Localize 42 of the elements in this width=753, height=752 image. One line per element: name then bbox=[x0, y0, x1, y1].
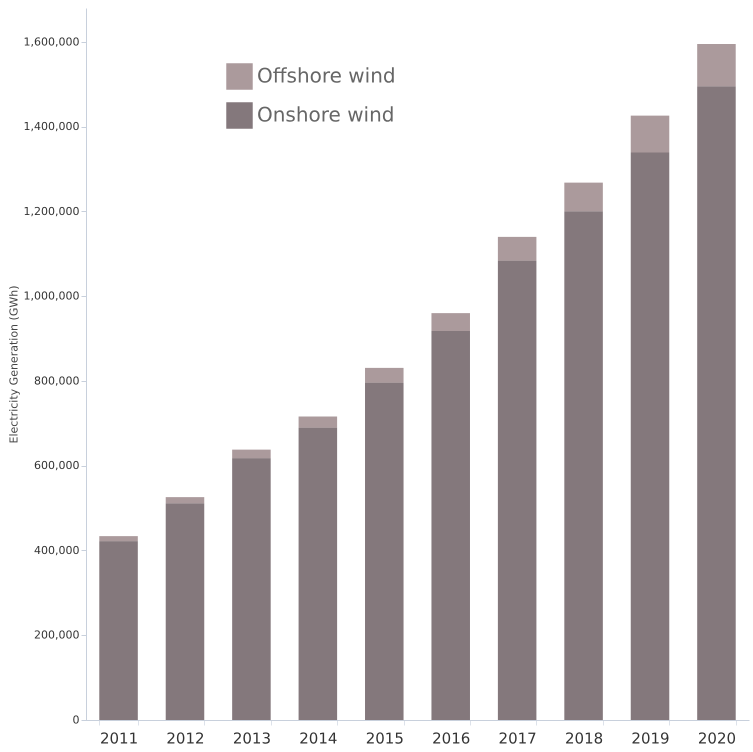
bar bbox=[564, 182, 603, 212]
bar bbox=[166, 503, 204, 720]
bar bbox=[630, 116, 670, 153]
bar bbox=[232, 450, 271, 458]
y-tick-label: 1,400,000 bbox=[24, 120, 80, 134]
bar bbox=[498, 236, 536, 261]
y-tick-label: 1,600,000 bbox=[24, 35, 80, 48]
bar bbox=[298, 428, 338, 720]
bar bbox=[166, 497, 204, 504]
bar bbox=[630, 152, 670, 720]
bar bbox=[298, 416, 338, 428]
y-tick-label: 1,200,000 bbox=[24, 204, 80, 218]
x-tick-label: 2016 bbox=[432, 730, 470, 748]
x-tick-label: 2011 bbox=[100, 730, 138, 748]
legend-label: Onshore wind bbox=[257, 102, 394, 126]
y-tick-label: 1,000,000 bbox=[24, 290, 80, 303]
bar bbox=[697, 86, 736, 720]
bar bbox=[431, 330, 470, 720]
y-tick-label: 600,000 bbox=[34, 459, 80, 472]
bar bbox=[232, 458, 271, 720]
y-axis-title: Electricity Generation (GWh) bbox=[8, 286, 21, 444]
bar bbox=[99, 541, 138, 720]
x-tick-label: 2015 bbox=[366, 730, 404, 748]
y-tick-label: 400,000 bbox=[34, 544, 80, 557]
bar bbox=[564, 211, 603, 720]
y-tick-label: 200,000 bbox=[34, 628, 80, 642]
bar bbox=[99, 536, 138, 542]
bar bbox=[365, 368, 404, 383]
x-tick-label: 2014 bbox=[299, 730, 338, 748]
y-tick-label: 800,000 bbox=[34, 374, 80, 388]
x-tick-label: 2017 bbox=[498, 730, 537, 748]
x-tick-label: 2013 bbox=[232, 730, 272, 748]
y-tick-label: 0 bbox=[72, 714, 80, 726]
x-tick-label: 2018 bbox=[564, 730, 604, 748]
x-tick-label: 2019 bbox=[631, 730, 670, 748]
bar bbox=[365, 382, 404, 720]
legend-label: Offshore wind bbox=[257, 64, 396, 88]
bar bbox=[498, 260, 536, 720]
x-tick-label: 2020 bbox=[698, 730, 736, 748]
bar bbox=[697, 44, 736, 86]
bar bbox=[431, 313, 470, 331]
x-tick-label: 2012 bbox=[166, 730, 205, 748]
